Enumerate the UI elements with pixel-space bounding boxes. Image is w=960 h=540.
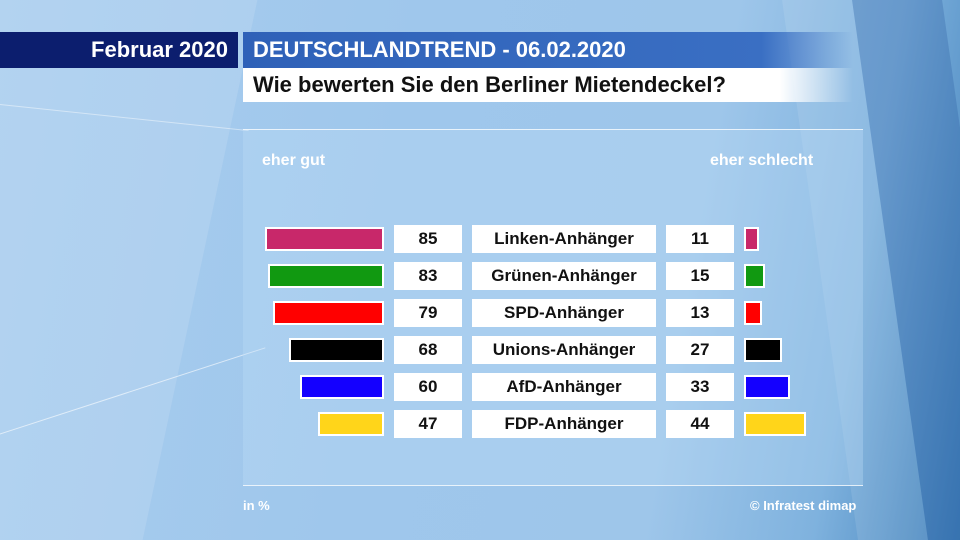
- unit-note: in %: [243, 498, 270, 513]
- category-label: Grünen-Anhänger: [472, 262, 656, 290]
- value-label-eher-gut: 68: [394, 336, 462, 364]
- survey-question: Wie bewerten Sie den Berliner Mietendeck…: [243, 68, 853, 102]
- value-label-eher-schlecht: 11: [666, 225, 734, 253]
- background-line: [0, 104, 249, 132]
- source-credit: © Infratest dimap: [750, 498, 857, 513]
- page-title: DEUTSCHLANDTREND - 06.02.2020: [243, 32, 853, 68]
- value-label-eher-schlecht: 33: [666, 373, 734, 401]
- bar-eher-schlecht: [744, 227, 760, 251]
- background-line: [0, 347, 266, 441]
- bar-eher-gut: [288, 338, 384, 362]
- right-axis-label: eher schlecht: [710, 152, 814, 169]
- bar-eher-schlecht: [744, 264, 765, 288]
- value-label-eher-schlecht: 44: [666, 410, 734, 438]
- bar-eher-schlecht: [744, 301, 763, 325]
- bar-eher-gut: [318, 412, 384, 436]
- background-stripe: [852, 0, 960, 540]
- bar-eher-gut: [265, 227, 384, 251]
- category-label: AfD-Anhänger: [472, 373, 656, 401]
- value-label-eher-gut: 79: [394, 299, 462, 327]
- date-label: Februar 2020: [0, 32, 238, 68]
- value-label-eher-schlecht: 13: [666, 299, 734, 327]
- value-label-eher-schlecht: 27: [666, 336, 734, 364]
- category-label: Unions-Anhänger: [472, 336, 656, 364]
- left-axis-label: eher gut: [262, 152, 326, 169]
- bar-eher-schlecht: [744, 375, 791, 399]
- value-label-eher-gut: 60: [394, 373, 462, 401]
- value-label-eher-gut: 47: [394, 410, 462, 438]
- value-label-eher-schlecht: 15: [666, 262, 734, 290]
- value-label-eher-gut: 85: [394, 225, 462, 253]
- category-label: FDP-Anhänger: [472, 410, 656, 438]
- bar-eher-gut: [267, 264, 384, 288]
- bar-eher-schlecht: [744, 412, 806, 436]
- value-label-eher-gut: 83: [394, 262, 462, 290]
- bar-eher-gut: [273, 301, 384, 325]
- background-stripe: [0, 0, 258, 540]
- bar-eher-gut: [300, 375, 384, 399]
- category-label: SPD-Anhänger: [472, 299, 656, 327]
- bar-eher-schlecht: [744, 338, 782, 362]
- category-label: Linken-Anhänger: [472, 225, 656, 253]
